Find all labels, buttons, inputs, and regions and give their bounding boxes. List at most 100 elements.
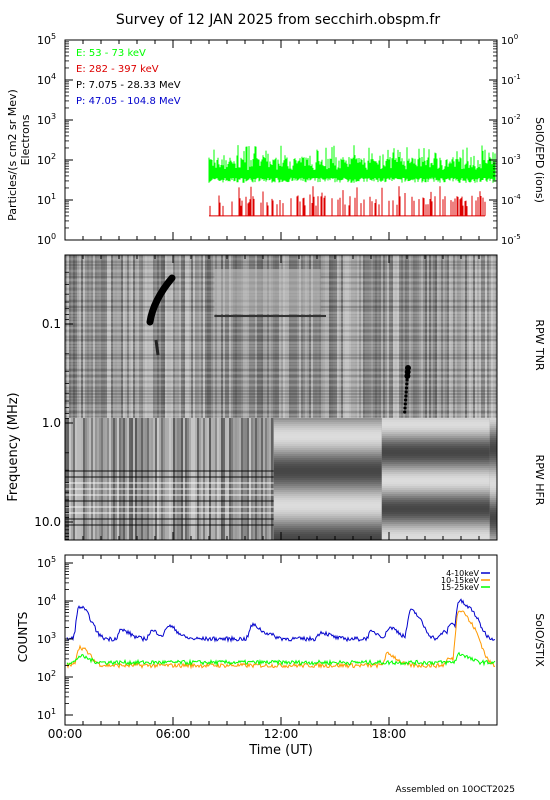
rpw-hfr-row bbox=[489, 436, 497, 438]
rpw-hfr-column bbox=[185, 418, 187, 540]
rpw-hfr-row bbox=[381, 482, 490, 484]
rpw-tnr-column bbox=[221, 255, 223, 418]
rpw-tnr-column bbox=[337, 255, 339, 418]
rpw-tnr-column bbox=[145, 255, 147, 418]
rpw-tnr-column bbox=[313, 255, 315, 418]
rpw-tnr-column bbox=[495, 255, 497, 418]
rpw-hfr-row bbox=[381, 424, 490, 426]
rpw-tnr-column bbox=[487, 255, 489, 418]
rpw-tnr-column bbox=[335, 255, 337, 418]
rpw-tnr-column bbox=[303, 255, 305, 418]
rpw-hfr-row bbox=[381, 450, 490, 452]
rpw-hfr-column bbox=[103, 418, 105, 540]
rpw-tnr-column bbox=[129, 255, 131, 418]
rpw-hfr-row bbox=[381, 500, 490, 502]
rpw-hfr-row bbox=[381, 468, 490, 470]
rpw-tnr-column bbox=[461, 255, 463, 418]
rpw-hfr-row bbox=[489, 490, 497, 492]
rpw-tnr-column bbox=[489, 255, 491, 418]
epd-y2-tick-label: 10-2 bbox=[501, 113, 521, 127]
rpw-tnr-column bbox=[189, 255, 191, 418]
rpw-hfr-column bbox=[241, 418, 243, 540]
rpw-tnr-column bbox=[207, 255, 209, 418]
rpw-hfr-column bbox=[135, 418, 137, 540]
rpw-hfr-column bbox=[249, 418, 251, 540]
stix-legend-label-1: 4-10keV bbox=[446, 569, 479, 578]
rpw-tnr-column bbox=[283, 255, 285, 418]
rpw-tnr-column bbox=[339, 255, 341, 418]
rpw-tnr-column bbox=[323, 255, 325, 418]
rpw-hfr-row bbox=[381, 440, 490, 442]
rpw-hfr-row bbox=[381, 454, 490, 456]
rpw-hfr-row bbox=[381, 460, 490, 462]
rpw-tnr-column bbox=[453, 255, 455, 418]
rpw-hfr-row bbox=[489, 508, 497, 510]
epd-y2-tick-label: 100 bbox=[501, 33, 518, 47]
rpw-tnr-band bbox=[65, 354, 497, 356]
rpw-tnr-band bbox=[65, 267, 497, 269]
rpw-tnr-column bbox=[167, 255, 169, 418]
rpw-hfr-column bbox=[269, 418, 271, 540]
epd-y2-tick-label: 10-3 bbox=[501, 153, 521, 167]
rpw-hfr-column bbox=[233, 418, 235, 540]
rpw-hfr-column bbox=[205, 418, 207, 540]
epd-y-tick-label: 100 bbox=[37, 232, 56, 247]
rpw-hfr-row bbox=[489, 456, 497, 458]
rpw-tnr-column bbox=[447, 255, 449, 418]
rpw-tnr-column bbox=[157, 255, 159, 418]
rpw-hfr-row bbox=[489, 512, 497, 514]
rpw-hfr-row bbox=[381, 478, 490, 480]
rpw-hfr-row bbox=[381, 430, 490, 432]
rpw-hfr-row bbox=[489, 526, 497, 528]
rpw-tnr-column bbox=[225, 255, 227, 418]
rpw-tnr-column bbox=[375, 255, 377, 418]
rpw-tnr-band bbox=[65, 336, 497, 338]
rpw-hfr-column bbox=[117, 418, 119, 540]
rpw-tnr-column bbox=[127, 255, 129, 418]
rpw-tnr-column bbox=[367, 255, 369, 418]
rpw-hfr-row bbox=[489, 492, 497, 494]
rpw-tnr-column bbox=[441, 255, 443, 418]
rpw-tnr-column bbox=[97, 255, 99, 418]
rpw-tnr-column bbox=[183, 255, 185, 418]
rpw-tnr-band bbox=[65, 318, 497, 320]
chart-title: Survey of 12 JAN 2025 from secchirh.obsp… bbox=[116, 12, 440, 28]
rpw-tnr-column bbox=[67, 255, 69, 418]
rpw-tnr-column bbox=[399, 255, 401, 418]
rpw-tnr-band bbox=[65, 399, 497, 401]
rpw-tnr-column bbox=[223, 255, 225, 418]
rpw-tnr-column bbox=[173, 255, 175, 418]
rpw-tnr-column bbox=[459, 255, 461, 418]
rpw-y-ticks: 0.1 1.0 10.0 bbox=[34, 271, 73, 540]
rpw-radio-burst bbox=[146, 274, 176, 326]
rpw-tnr-column bbox=[93, 255, 95, 418]
rpw-tnr-column bbox=[75, 255, 77, 418]
rpw-hfr-column bbox=[201, 418, 203, 540]
rpw-panel: 0.1 1.0 10.0 Frequency (MHz) RPW TNR RPW H… bbox=[6, 254, 546, 541]
stix-legend-label-2: 10-15keV bbox=[441, 576, 480, 585]
rpw-hfr-column bbox=[99, 418, 101, 540]
rpw-hfr-column bbox=[189, 418, 191, 540]
rpw-tnr-column bbox=[217, 255, 219, 418]
rpw-burst-dot bbox=[403, 406, 407, 410]
rpw-hfr-row bbox=[381, 452, 490, 454]
rpw-tnr-column bbox=[115, 255, 117, 418]
rpw-hfr-row bbox=[489, 518, 497, 520]
rpw-hfr-row bbox=[489, 442, 497, 444]
rpw-tnr-column bbox=[155, 255, 157, 418]
rpw-hfr-row bbox=[489, 470, 497, 472]
rpw-tnr-column bbox=[261, 255, 263, 418]
rpw-tnr-column bbox=[327, 255, 329, 418]
rpw-hfr-column bbox=[153, 418, 155, 540]
rpw-hfr-row bbox=[273, 514, 382, 516]
epd-legend-e2: E: 282 - 397 keV bbox=[76, 64, 159, 75]
rpw-hfr-row bbox=[489, 500, 497, 502]
rpw-hfr-column bbox=[159, 418, 161, 540]
rpw-hfr-row bbox=[489, 464, 497, 466]
rpw-hfr-column bbox=[157, 418, 159, 540]
rpw-tnr-column bbox=[161, 255, 163, 418]
rpw-tnr-column bbox=[171, 255, 173, 418]
rpw-hfr-row bbox=[381, 446, 490, 448]
rpw-tnr-column bbox=[153, 255, 155, 418]
stix-plot-frame bbox=[64, 554, 498, 726]
